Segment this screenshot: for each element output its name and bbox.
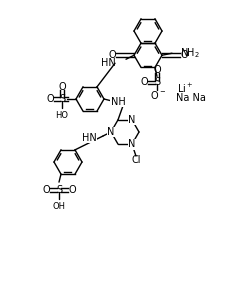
Text: O: O (179, 50, 187, 60)
Text: O: O (153, 65, 160, 75)
Text: Cl: Cl (131, 155, 140, 165)
Text: O$^-$: O$^-$ (149, 89, 165, 101)
Text: HN: HN (82, 133, 97, 143)
Text: O: O (46, 94, 54, 104)
Text: N: N (128, 115, 135, 125)
Text: OH: OH (52, 202, 65, 211)
Text: NH$_2$: NH$_2$ (179, 46, 199, 60)
Text: S: S (153, 77, 159, 87)
Text: HO: HO (55, 111, 68, 120)
Text: O: O (58, 82, 65, 92)
Text: O: O (140, 77, 147, 87)
Text: S: S (56, 185, 62, 195)
Text: N: N (128, 139, 135, 149)
Text: O: O (42, 185, 50, 195)
Text: O: O (108, 50, 115, 60)
Text: O: O (68, 185, 76, 195)
Text: Li$^+$: Li$^+$ (176, 82, 193, 95)
Text: Na Na: Na Na (175, 93, 205, 103)
Text: HN: HN (101, 58, 115, 68)
Text: NH: NH (110, 97, 125, 107)
Text: N: N (107, 127, 114, 137)
Text: S: S (59, 94, 65, 104)
